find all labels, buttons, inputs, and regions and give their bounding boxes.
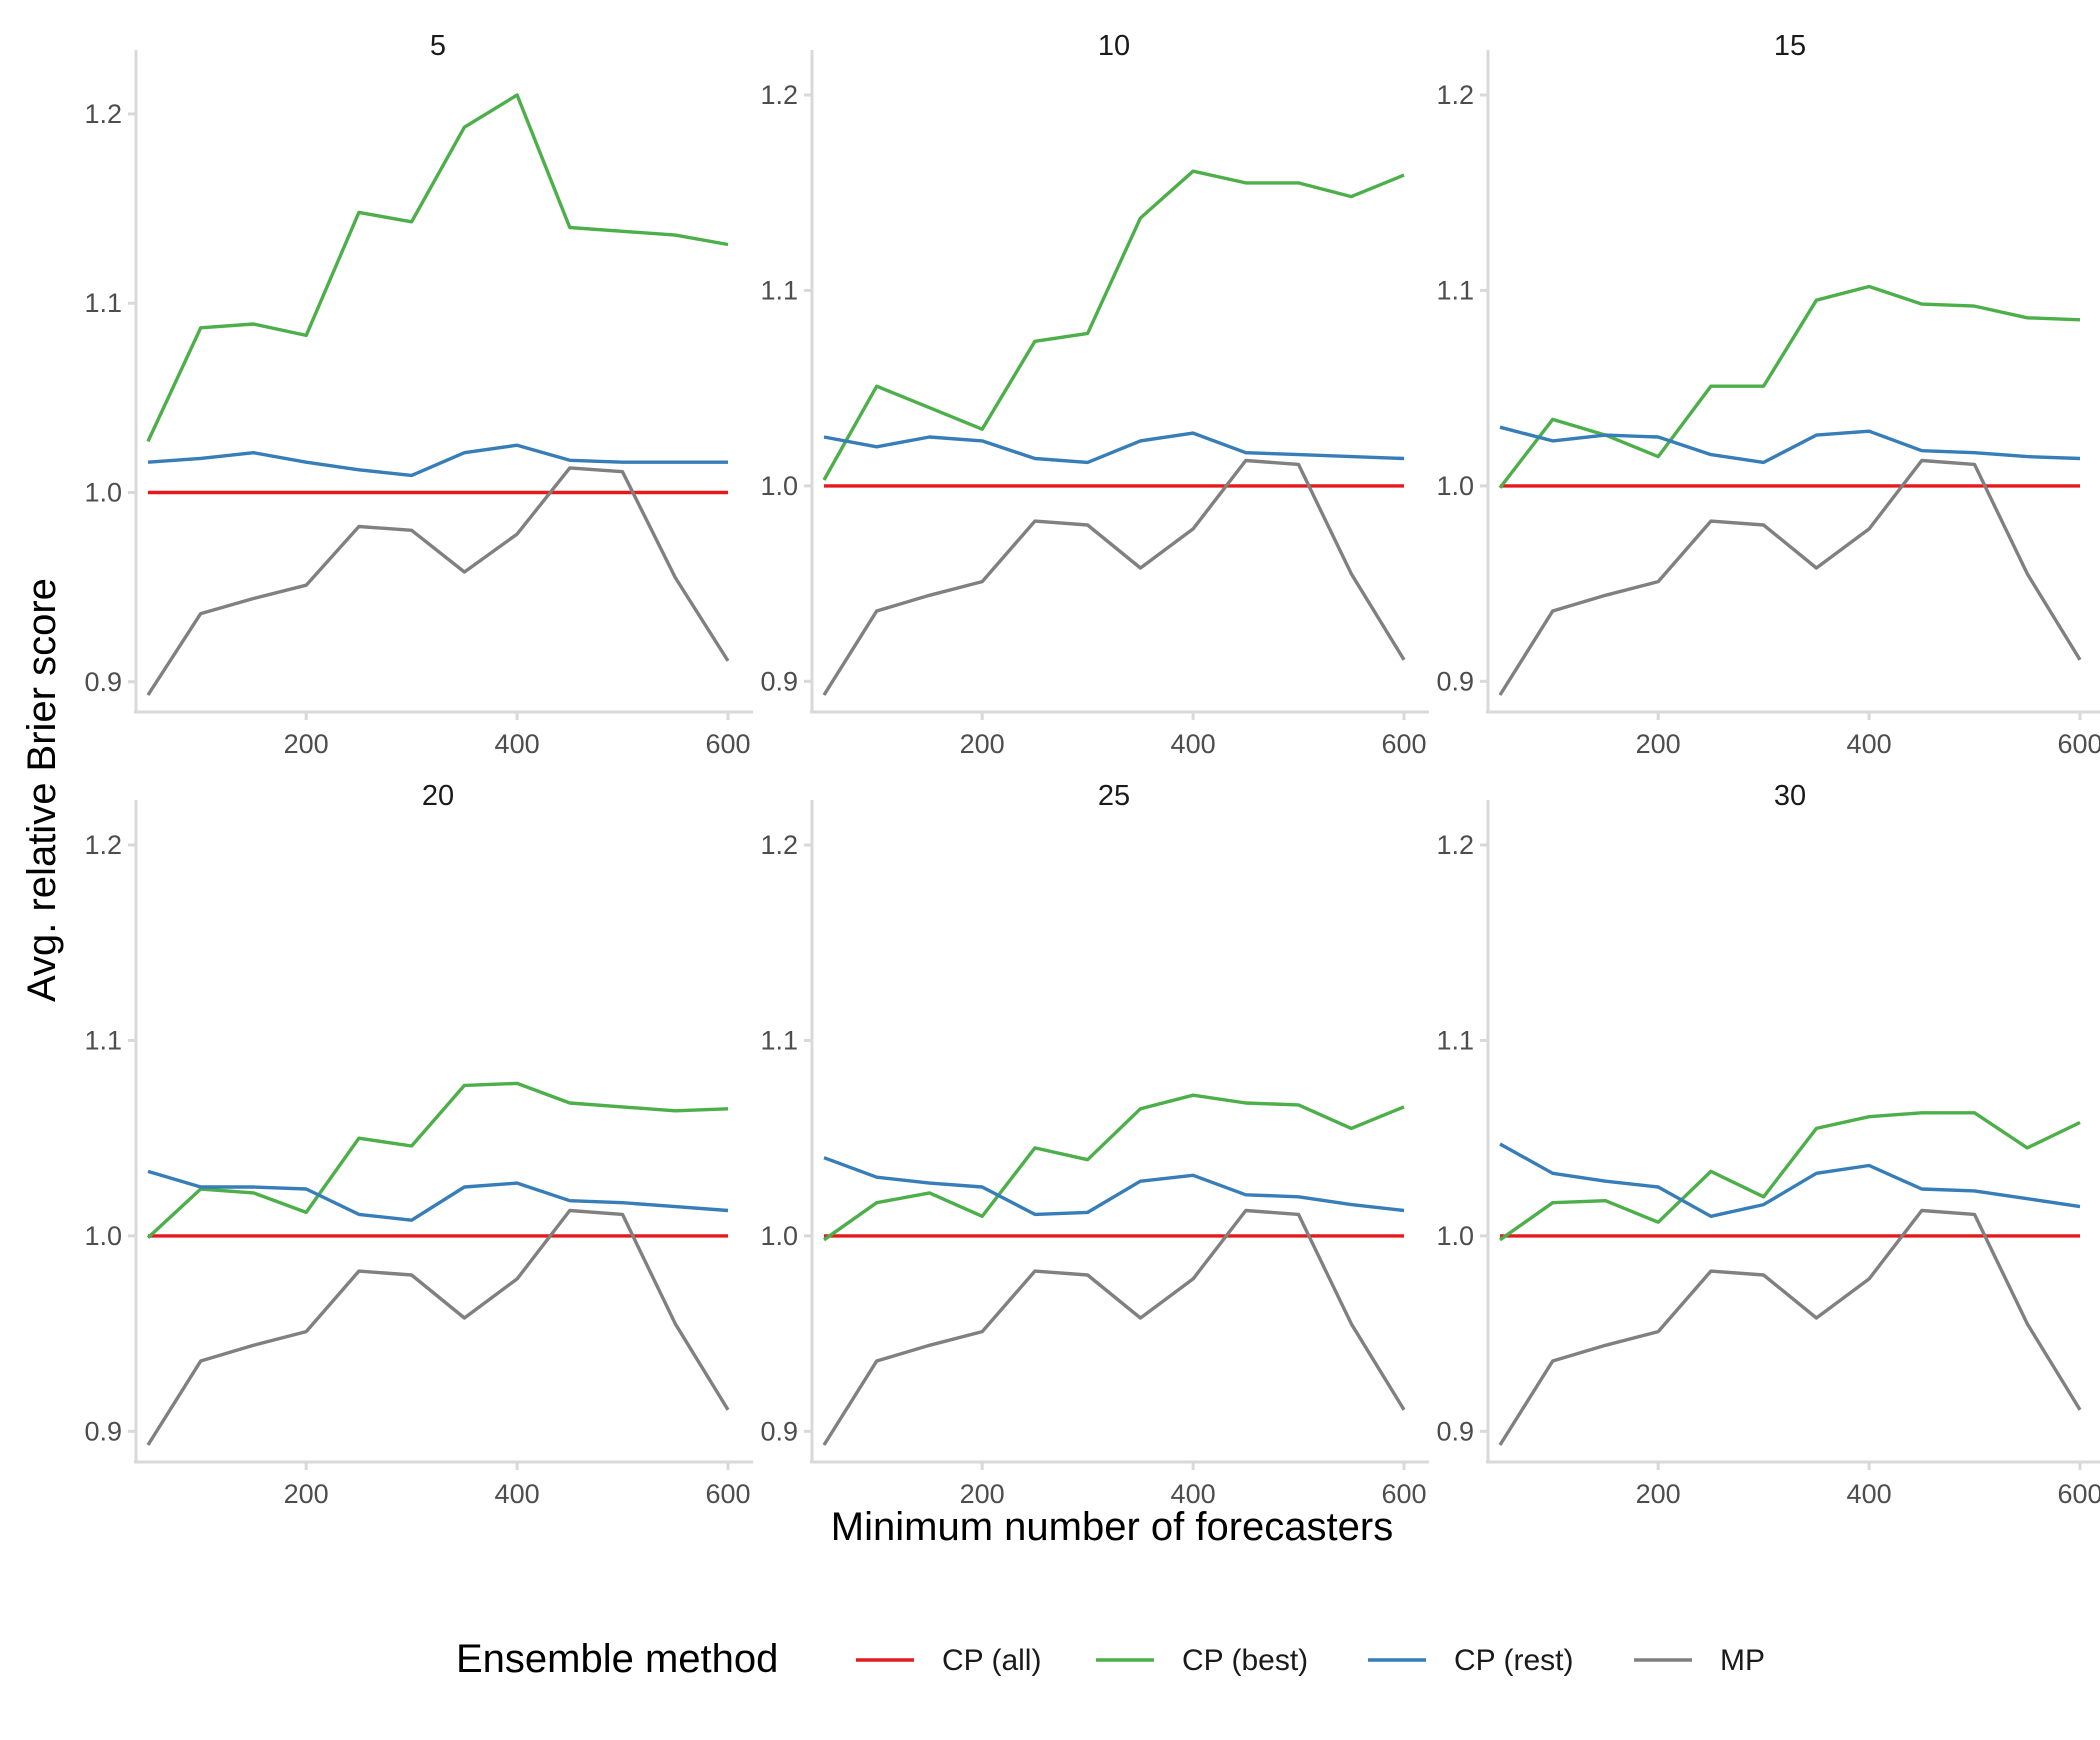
series-line-mp: [1498, 458, 2082, 696]
x-tick-label: 600: [2057, 729, 2100, 759]
y-tick-label: 1.0: [760, 471, 798, 501]
facet-title: 25: [1098, 780, 1130, 812]
y-tick-label: 0.9: [1436, 666, 1474, 696]
y-tick-label: 1.1: [84, 1025, 122, 1055]
series-line-cp-best: [146, 93, 729, 443]
legend-label: MP: [1720, 1644, 1765, 1677]
x-tick-label: 200: [284, 1479, 329, 1509]
x-tick-label: 600: [1381, 1479, 1426, 1509]
legend-item: MP: [1634, 1644, 1765, 1677]
series-line-cp-rest: [823, 431, 1405, 465]
x-tick-label: 200: [960, 1479, 1005, 1509]
facet-panel-10: 10 0.9 1.0 1.1 1.2 200 400 600: [760, 30, 1429, 759]
x-tick-label: 200: [1636, 729, 1681, 759]
y-tick-label: 0.9: [760, 1416, 798, 1446]
facet-panel-5: 5 0.9 1.0 1.1 1.2 200 400 600: [84, 30, 753, 759]
legend-item: CP (all): [856, 1644, 1041, 1677]
facet-title: 15: [1774, 30, 1806, 62]
y-tick-label: 1.1: [1436, 275, 1474, 305]
facet-panel-25: 25 0.9 1.0 1.1 1.2 200 400 600: [760, 780, 1429, 1509]
series-line-cp-rest: [1499, 425, 2081, 465]
series-line-mp: [146, 1208, 730, 1446]
legend-item: CP (best): [1096, 1644, 1308, 1677]
legend: Ensemble method CP (all) CP (best) CP (res…: [456, 1637, 1765, 1681]
legend-label: CP (all): [942, 1644, 1041, 1677]
x-tick-label: 600: [705, 729, 750, 759]
series-line-mp: [822, 458, 1406, 696]
x-tick-label: 200: [960, 729, 1005, 759]
y-axis-title: Avg. relative Brier score: [20, 578, 64, 1002]
facet-panels: 5 0.9 1.0 1.1 1.2 200 400 600 10 0.9 1.0 1.1 1.2 200 4…: [84, 30, 2100, 1509]
series-line-cp-best: [146, 1081, 729, 1240]
series-line-cp-best: [1498, 284, 2081, 489]
facet-panel-30: 30 0.9 1.0 1.1 1.2 200 400 600: [1436, 780, 2100, 1509]
x-tick-label: 400: [495, 729, 540, 759]
series-line-cp-rest: [147, 1169, 729, 1222]
y-tick-label: 1.0: [84, 1221, 122, 1251]
x-tick-label: 200: [1636, 1479, 1681, 1509]
x-tick-label: 600: [705, 1479, 750, 1509]
series-line-mp: [146, 466, 730, 696]
legend-label: CP (rest): [1454, 1644, 1573, 1677]
y-tick-label: 1.1: [760, 275, 798, 305]
y-tick-label: 1.0: [84, 477, 122, 507]
legend-items: CP (all) CP (best) CP (rest) MP: [856, 1644, 1765, 1677]
y-tick-label: 0.9: [1436, 1416, 1474, 1446]
x-tick-label: 200: [284, 729, 329, 759]
y-tick-label: 1.2: [84, 99, 122, 129]
facet-panel-20: 20 0.9 1.0 1.1 1.2 200 400 600: [84, 780, 753, 1509]
facet-panel-15: 15 0.9 1.0 1.1 1.2 200 400 600: [1436, 30, 2100, 759]
series-line-cp-best: [823, 1093, 1405, 1242]
facet-title: 30: [1774, 780, 1806, 812]
series-line-cp-rest: [823, 1156, 1405, 1217]
x-tick-label: 400: [1847, 729, 1892, 759]
y-tick-label: 0.9: [84, 667, 122, 697]
x-tick-label: 400: [1847, 1479, 1892, 1509]
legend-item: CP (rest): [1368, 1644, 1573, 1677]
x-tick-label: 600: [1381, 729, 1426, 759]
facet-title: 5: [430, 30, 446, 62]
series-line-cp-rest: [147, 443, 728, 478]
x-tick-label: 400: [1171, 1479, 1216, 1509]
series-line-cp-best: [1499, 1111, 2081, 1242]
x-tick-label: 600: [2057, 1479, 2100, 1509]
x-tick-label: 400: [1171, 729, 1216, 759]
legend-title: Ensemble method: [456, 1637, 778, 1681]
y-tick-label: 1.2: [760, 830, 798, 860]
y-tick-label: 1.2: [760, 80, 798, 110]
series-line-mp: [1498, 1208, 2082, 1446]
series-line-cp-rest: [1499, 1142, 2081, 1219]
x-tick-label: 400: [495, 1479, 540, 1509]
facet-title: 20: [422, 780, 454, 812]
x-axis-title: Minimum number of forecasters: [831, 1505, 1393, 1549]
y-tick-label: 1.2: [1436, 80, 1474, 110]
series-line-mp: [822, 1208, 1406, 1446]
y-tick-label: 1.0: [760, 1221, 798, 1251]
legend-label: CP (best): [1182, 1644, 1308, 1677]
y-tick-label: 1.1: [84, 288, 122, 318]
y-tick-label: 1.0: [1436, 1221, 1474, 1251]
y-tick-label: 1.0: [1436, 471, 1474, 501]
y-tick-label: 0.9: [760, 666, 798, 696]
y-tick-label: 1.2: [84, 830, 122, 860]
y-tick-label: 1.1: [1436, 1025, 1474, 1055]
series-line-cp-best: [822, 169, 1405, 481]
y-tick-label: 0.9: [84, 1416, 122, 1446]
y-tick-label: 1.1: [760, 1025, 798, 1055]
y-tick-label: 1.2: [1436, 830, 1474, 860]
facet-title: 10: [1098, 30, 1130, 62]
